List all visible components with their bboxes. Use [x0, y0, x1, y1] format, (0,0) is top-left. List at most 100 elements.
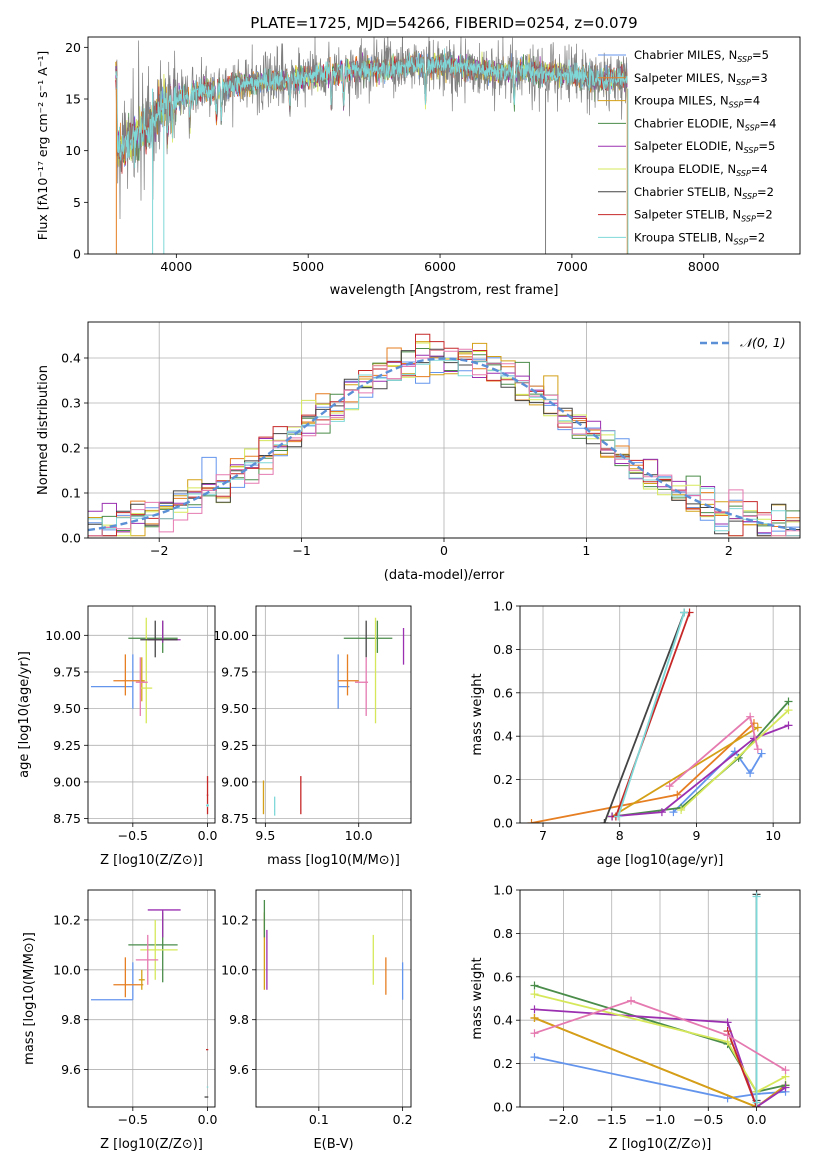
- mass_vs_Z-plot: [90, 909, 209, 1098]
- x-tick-label: 7000: [556, 259, 588, 274]
- mass_weight_vs_Z-frame: −2.0 −1.5 −1.0 −0.5 0.0 0.0 0.2 0.4 0.6 0.8 1.0: [493, 883, 801, 1127]
- y-tick-label: 9.8: [229, 1012, 249, 1027]
- mass_weight_vs_Z-axes: [520, 889, 800, 1108]
- age_vs_Z-axes: [88, 606, 215, 823]
- series-line: [603, 612, 686, 823]
- plus-marker: [627, 996, 636, 1005]
- legend-name: Salpeter ELODIE, N: [634, 139, 744, 153]
- y-tick-label: 10.00: [213, 628, 249, 643]
- plus-marker: [784, 721, 793, 730]
- plus-marker: [665, 782, 674, 791]
- legend-name: Chabrier STELIB, N: [634, 185, 742, 199]
- age_vs_Z-plot: [90, 617, 210, 815]
- y-tick-label: 9.50: [221, 701, 249, 716]
- y-tick-label: 5: [73, 195, 81, 210]
- legend-entry: Chabrier MILES, NSSP=5: [634, 48, 769, 64]
- plus-marker: [757, 749, 766, 758]
- plus-marker: [784, 706, 793, 715]
- histogram-step: [88, 348, 800, 537]
- y-tick-label: 10.0: [53, 962, 81, 977]
- x-tick-label: 0.2: [393, 1112, 413, 1127]
- series-line: [615, 612, 691, 817]
- errorbar-point: [147, 909, 181, 938]
- x-tick-label: −1.0: [645, 1112, 675, 1127]
- x-tick-label: 5000: [292, 259, 324, 274]
- plus-marker: [527, 819, 536, 823]
- y-tick-label: 9.75: [221, 664, 249, 679]
- legend-entry: Chabrier ELODIE, NSSP=4: [634, 116, 776, 132]
- x-tick-label: 6000: [424, 259, 456, 274]
- legend-tail: =4: [751, 162, 768, 176]
- errorbar-point: [90, 654, 134, 709]
- errorbar-point: [128, 620, 178, 653]
- y-tick-label: 9.25: [221, 738, 249, 753]
- x-axis-label: Z [log10(Z/Z⊙)]: [100, 853, 203, 868]
- y-tick-label: 0.4: [493, 729, 513, 744]
- plus-marker: [752, 1098, 761, 1107]
- plus-marker: [530, 1014, 539, 1023]
- y-tick-label: 9.50: [53, 701, 81, 716]
- x-tick-label: 0.0: [747, 1112, 767, 1127]
- x-axis-label: Z [log10(Z/Z⊙)]: [100, 1137, 203, 1152]
- y-tick-label: 9.8: [61, 1012, 81, 1027]
- mass_vs_EBV-plot: [263, 899, 404, 1000]
- x-tick-label: 1: [582, 543, 590, 558]
- plus-marker: [530, 1053, 539, 1062]
- y-axis-label: mass [log10(M/M⊙)]: [22, 932, 37, 1065]
- plus-marker: [781, 1066, 790, 1075]
- errorbar-point: [354, 657, 369, 716]
- axes-frame: [255, 889, 412, 1108]
- age_vs_mass-axes: [256, 606, 411, 823]
- y-tick-label: 0.0: [493, 1100, 513, 1115]
- legend-entry: Chabrier STELIB, NSSP=2: [634, 185, 774, 201]
- plus-marker: [753, 745, 762, 754]
- spectrum-legend: Chabrier MILES, NSSP=5 Salpeter MILES, N S…: [598, 48, 776, 246]
- errorbar-point: [140, 620, 178, 658]
- y-tick-label: 15: [65, 92, 81, 107]
- errorbar-point: [135, 657, 148, 716]
- plus-marker: [784, 697, 793, 706]
- residuals-plot: [88, 333, 800, 537]
- y-axis-label: Flux [fλ10⁻¹⁷ erg cm⁻² s⁻¹ A⁻¹]: [35, 51, 50, 240]
- y-tick-label: 1.0: [493, 599, 513, 614]
- x-tick-label: 9: [692, 828, 700, 843]
- series-line: [672, 750, 763, 813]
- histogram-step: [88, 351, 800, 534]
- series-line: [534, 1017, 787, 1107]
- plus-marker: [746, 769, 755, 778]
- errorbar-point: [113, 957, 144, 998]
- y-tick-label: 9.75: [53, 664, 81, 679]
- mass_vs_EBV-frame: 0.1 0.2 9.6 9.8 10.0 10.2: [221, 889, 413, 1127]
- legend-sub: SSP: [729, 101, 744, 110]
- x-axis-label: wavelength [Angstrom, rest frame]: [330, 283, 559, 298]
- legend-sub: SSP: [736, 169, 751, 178]
- x-tick-label: 0.1: [309, 1112, 329, 1127]
- legend-entry: Kroupa MILES, NSSP=4: [634, 94, 760, 110]
- x-tick-label: 10.0: [345, 828, 373, 843]
- x-axis-label: Z [log10(Z/Z⊙)]: [609, 1137, 712, 1152]
- y-tick-label: 20: [65, 40, 81, 55]
- y-tick-label: 0.6: [493, 685, 513, 700]
- plus-marker: [723, 1018, 732, 1027]
- x-axis-label: E(B-V): [313, 1137, 353, 1152]
- y-tick-label: 1.0: [493, 883, 513, 898]
- plus-marker: [657, 808, 666, 817]
- x-tick-label: −1.5: [597, 1112, 627, 1127]
- errorbar-point: [135, 934, 159, 985]
- legend-name: Chabrier ELODIE, N: [634, 116, 745, 130]
- legend-name: Salpeter MILES, N: [634, 71, 736, 85]
- errorbar-point: [206, 803, 210, 807]
- age_vs_mass-frame: 9.5 10.0 8.75 9.00 9.25 9.50 9.75 10.00: [213, 605, 412, 843]
- legend-tail: =3: [751, 71, 768, 85]
- legend-name: Kroupa ELODIE, N: [634, 162, 736, 176]
- series-line: [534, 999, 786, 1071]
- x-tick-label: 8: [616, 828, 624, 843]
- plus-marker: [752, 892, 761, 901]
- errorbar-point: [128, 912, 178, 983]
- y-tick-label: 0.0: [61, 531, 81, 546]
- x-tick-label: 10: [765, 828, 781, 843]
- y-tick-label: 0.8: [493, 642, 513, 657]
- residuals-frame: −2 −1 0 1 2 0.0 0.1 0.2 0.3 0.4: [61, 321, 801, 558]
- axes-frame: [519, 605, 801, 824]
